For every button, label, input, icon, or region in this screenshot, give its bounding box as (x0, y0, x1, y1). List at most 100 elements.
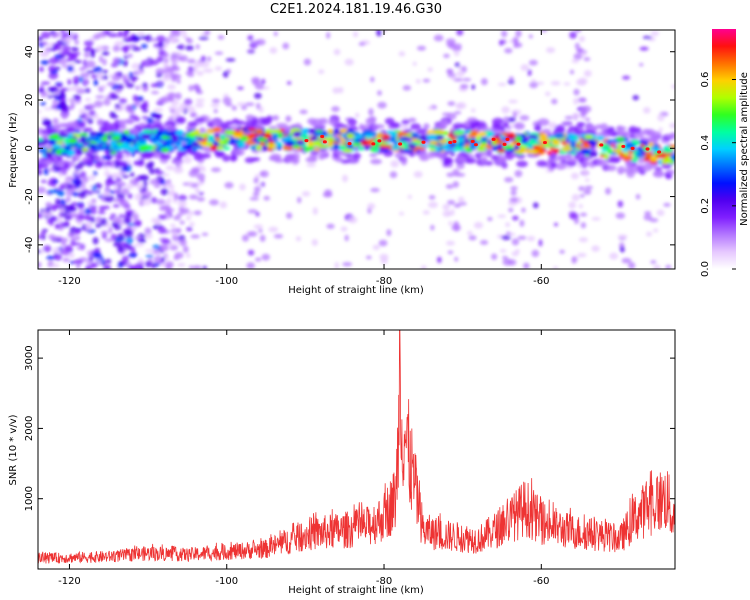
band-core-blob (48, 134, 59, 141)
noise-blob (211, 98, 221, 104)
noise-blob (643, 214, 653, 221)
noise-blob (326, 223, 335, 229)
noise-blob (173, 192, 179, 201)
band-core-blob (172, 136, 179, 143)
noise-blob (344, 234, 349, 242)
noise-blob (312, 207, 318, 215)
band-halo-blob (435, 124, 445, 130)
band-halo-blob (419, 155, 430, 162)
noise-blob (87, 205, 98, 209)
noise-blob (605, 187, 612, 195)
band-core-blob (582, 143, 591, 149)
noise-blob (318, 69, 325, 74)
noise-blob (447, 199, 456, 205)
noise-blob (177, 105, 186, 113)
band-core-blob (324, 136, 335, 142)
noise-blob (145, 254, 154, 258)
noise-blob (569, 69, 575, 75)
noise-blob (186, 226, 193, 232)
noise-blob (196, 70, 204, 76)
spectrogram-x-ticks: -120 -100 -80 -60 (58, 30, 549, 287)
noise-blob (219, 201, 228, 209)
noise-blob (168, 96, 175, 102)
noise-blob (204, 30, 211, 35)
band-halo-blob (185, 126, 193, 131)
band-core-blob (205, 140, 214, 147)
noise-blob (38, 261, 42, 268)
band-halo-blob (352, 152, 361, 160)
y-tick-label: 3000 (24, 345, 35, 370)
noise-blob (43, 107, 54, 111)
noise-blob (295, 236, 302, 242)
noise-blob (58, 170, 63, 178)
noise-blob (504, 47, 513, 54)
band-hotspot (371, 142, 376, 146)
noise-blob (61, 50, 71, 55)
noise-blob (643, 107, 651, 114)
noise-blob (149, 59, 159, 66)
y-tick-label: 0 (24, 145, 35, 151)
band-core-blob (533, 145, 539, 150)
noise-blob (282, 42, 290, 50)
band-core-blob (292, 131, 303, 138)
band-halo-blob (244, 119, 256, 128)
y-tick-label: 2000 (24, 416, 35, 441)
band-core-blob (226, 130, 237, 135)
noise-blob (578, 186, 585, 192)
snr-y-axis-label: SNR (10 * v/v) (8, 414, 19, 485)
noise-blob (505, 222, 511, 228)
noise-blob (214, 51, 224, 55)
noise-blob (86, 70, 95, 74)
noise-blob (198, 191, 204, 196)
noise-blob (342, 174, 348, 183)
noise-blob (52, 246, 61, 255)
noise-blob (125, 236, 134, 245)
band-halo-blob (222, 154, 231, 162)
noise-blob (577, 252, 587, 258)
noise-blob (49, 216, 57, 222)
noise-blob (301, 191, 311, 197)
band-halo-blob (57, 157, 64, 162)
noise-blob (194, 187, 200, 194)
noise-blob (86, 117, 94, 125)
noise-blob (105, 258, 112, 264)
noise-blob (40, 81, 51, 85)
noise-blob (621, 257, 632, 264)
band-core-blob (282, 146, 293, 151)
band-halo-blob (152, 152, 162, 159)
band-core-blob (267, 142, 277, 149)
band-halo-blob (138, 122, 148, 128)
noise-blob (456, 30, 464, 36)
noise-blob (551, 98, 558, 105)
noise-blob (171, 51, 178, 56)
noise-blob (67, 78, 72, 86)
noise-blob (427, 67, 433, 72)
noise-blob (585, 178, 590, 183)
noise-blob (150, 90, 160, 95)
noise-blob (168, 184, 175, 190)
band-hotspot (470, 139, 475, 144)
noise-blob (200, 55, 207, 63)
noise-blob (507, 116, 516, 123)
noise-blob (91, 198, 97, 204)
noise-blob (619, 246, 625, 253)
noise-blob (56, 190, 65, 197)
noise-blob (71, 46, 79, 52)
noise-blob (107, 175, 114, 182)
noise-blob (499, 249, 507, 253)
noise-blob (214, 66, 223, 71)
noise-blob (56, 218, 63, 223)
noise-blob (127, 53, 133, 58)
noise-blob (635, 193, 641, 200)
noise-blob (164, 208, 175, 212)
band-core-blob (299, 134, 310, 140)
noise-blob (71, 191, 80, 197)
noise-blob (55, 198, 61, 206)
noise-blob (545, 91, 551, 97)
band-halo-blob (41, 129, 50, 134)
band-core-blob (85, 137, 93, 142)
snr-frame (37, 329, 676, 570)
noise-blob (195, 102, 204, 108)
noise-blob (169, 242, 175, 247)
band-halo-blob (423, 123, 430, 130)
